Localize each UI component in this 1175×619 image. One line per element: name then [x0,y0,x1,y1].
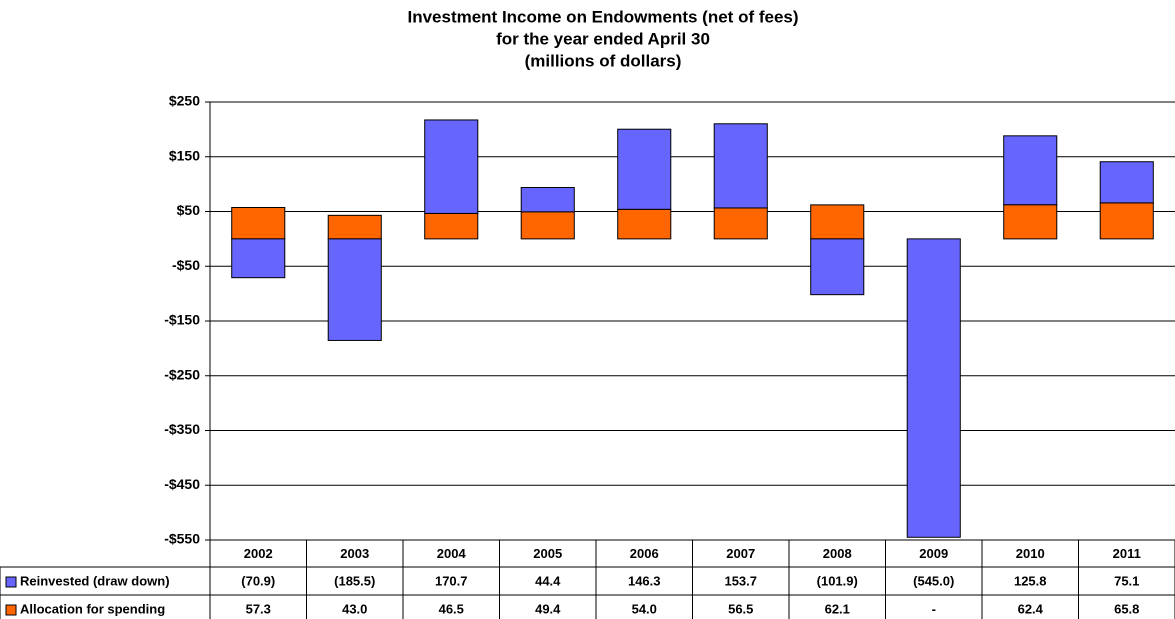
bar [1003,135,1058,206]
x-tick-label: 2006 [630,546,659,561]
x-tick-label: 2002 [244,546,273,561]
y-tick-label: -$50 [172,257,200,273]
x-tick-label: 2005 [533,546,562,561]
value-label: 170.7 [435,573,468,588]
y-tick-label: -$350 [164,421,200,437]
bar [1099,161,1154,204]
bar [327,214,382,240]
value-label: 153.7 [724,573,757,588]
value-label: (185.5) [334,573,375,588]
bar [231,207,286,240]
x-tick-label: 2011 [1113,546,1141,561]
value-label: 56.5 [728,601,753,616]
chart-title: for the year ended April 30 [496,29,710,48]
bar [231,238,286,279]
x-tick-label: 2007 [726,546,755,561]
x-tick-label: 2010 [1016,546,1045,561]
y-tick-label: $250 [169,93,200,109]
bar [424,119,479,214]
value-label: (545.0) [913,573,954,588]
y-tick-label: -$550 [164,531,200,547]
bar [520,187,575,213]
value-label: 49.4 [535,601,561,616]
value-label: 62.4 [1018,601,1044,616]
x-tick-label: 2003 [340,546,369,561]
bar [713,207,768,240]
legend-swatch [5,576,17,588]
value-label: 125.8 [1014,573,1047,588]
bar [1099,202,1154,240]
bar [810,204,865,240]
value-label: 146.3 [628,573,661,588]
x-tick-label: 2008 [823,546,852,561]
chart-title: (millions of dollars) [525,51,682,70]
y-tick-label: -$150 [164,312,200,328]
legend-label: Reinvested (draw down) [20,573,170,588]
value-label: 62.1 [825,601,850,616]
y-tick-label: $50 [177,202,201,218]
value-label: (101.9) [817,573,858,588]
y-tick-label: -$250 [164,366,200,382]
legend-swatch [5,604,17,616]
x-tick-label: 2009 [919,546,948,561]
legend-label: Allocation for spending [20,601,165,616]
bar [906,238,961,538]
y-tick-label: -$450 [164,476,200,492]
value-label: 57.3 [246,601,271,616]
bar [1003,204,1058,240]
bar [617,128,672,210]
value-label: 65.8 [1114,601,1139,616]
chart-title: Investment Income on Endowments (net of … [407,7,798,26]
value-label: 54.0 [632,601,657,616]
bar [810,238,865,296]
bar [424,212,479,240]
y-tick-label: $150 [169,147,200,163]
bar [327,238,382,341]
value-label: - [932,601,936,616]
value-label: 46.5 [439,601,464,616]
x-tick-label: 2004 [437,546,467,561]
value-label: (70.9) [241,573,275,588]
value-label: 44.4 [535,573,561,588]
bar [617,208,672,240]
value-label: 75.1 [1114,573,1139,588]
bar [520,211,575,240]
bar [713,123,768,209]
value-label: 43.0 [342,601,367,616]
